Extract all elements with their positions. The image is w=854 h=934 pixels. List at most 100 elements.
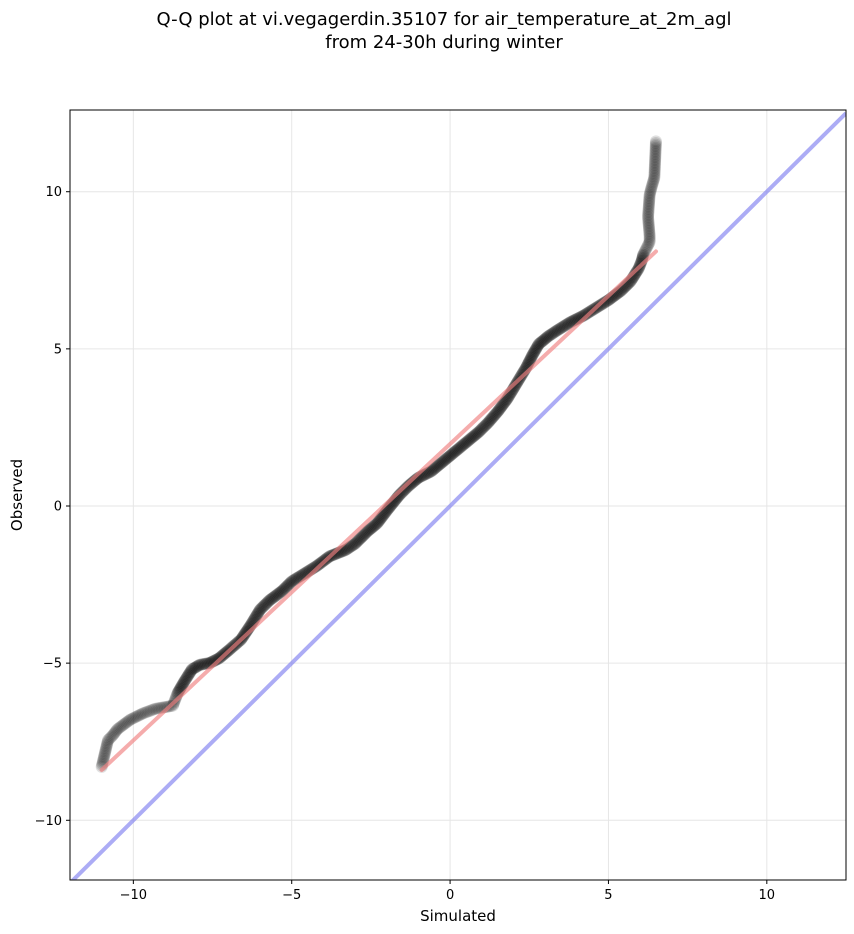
quantile-point (112, 722, 125, 735)
quantile-point (490, 406, 503, 419)
quantile-point (353, 533, 366, 546)
quantile-point (649, 138, 662, 151)
quantile-point (103, 732, 116, 745)
quantile-point (542, 330, 555, 343)
quantile-point (258, 599, 271, 611)
quantile-point (197, 658, 210, 671)
quantile-point (427, 463, 440, 476)
quantile-point (185, 664, 198, 677)
quantile-point (255, 602, 268, 615)
quantile-point (463, 434, 476, 446)
quantile-point (115, 720, 128, 733)
quantile-point (249, 610, 262, 623)
quantile-point (544, 328, 557, 341)
x-tick-label: −10 (120, 888, 147, 903)
quantile-point (464, 433, 477, 446)
quantile-point (447, 446, 460, 459)
quantile-point (359, 527, 372, 540)
quantile-point (250, 609, 263, 622)
quantile-point (549, 325, 562, 338)
quantile-point (637, 248, 650, 261)
chart-title-line-1: Q-Q plot at vi.vegagerdin.35107 for air_… (156, 9, 732, 30)
quantile-point (151, 702, 164, 715)
quantile-point (181, 670, 194, 683)
quantile-point (557, 320, 570, 333)
quantile-point (192, 659, 205, 672)
quantile-point (530, 342, 543, 355)
quantile-point (280, 580, 293, 593)
quantile-point (642, 218, 655, 231)
quantile-point (111, 723, 124, 736)
x-tick-label: −5 (282, 888, 301, 903)
quantile-point (643, 226, 656, 239)
quantile-point (649, 144, 662, 157)
reference-lines (70, 111, 846, 880)
quantile-point (114, 721, 127, 734)
quantile-point (366, 521, 379, 534)
quantile-point (452, 442, 465, 455)
quantile-point (643, 223, 656, 236)
quantile-point (643, 231, 656, 244)
quantile-point (640, 242, 653, 255)
quantile-point (374, 513, 387, 526)
x-tick-label: 0 (446, 888, 454, 903)
quantile-point (645, 182, 658, 195)
quantile-point (263, 594, 276, 607)
quantile-point (523, 354, 536, 367)
quantile-point (289, 572, 302, 585)
quantile-point (291, 571, 304, 584)
quantile-point (527, 347, 540, 360)
quantile-point (649, 140, 662, 153)
quantile-point (642, 201, 655, 214)
quantile-point (648, 171, 661, 184)
quantile-point (98, 748, 111, 761)
quantile-point (649, 143, 662, 156)
quantile-point (529, 343, 542, 356)
quantile-point (141, 705, 154, 718)
quantile-point (493, 403, 506, 416)
quantile-point (129, 710, 142, 723)
quantile-point (643, 193, 656, 206)
quantile-point (643, 196, 656, 209)
quantile-point (178, 676, 191, 688)
quantile-point (478, 420, 491, 433)
quantile-point (182, 669, 195, 682)
quantile-point (376, 509, 389, 522)
quantile-point (272, 587, 285, 600)
quantile-point (474, 423, 487, 436)
quantile-point (497, 398, 510, 411)
chart-title-line-2: from 24-30h during winter (325, 32, 563, 53)
y-tick-label: 0 (54, 500, 62, 515)
quantile-point (357, 529, 370, 542)
quantile-point (370, 518, 383, 531)
quantile-point (442, 450, 455, 463)
quantile-point (649, 151, 662, 164)
quantile-point (543, 329, 556, 342)
quantile-point (488, 409, 501, 422)
quantile-point (120, 716, 133, 729)
quantile-point (642, 207, 655, 220)
quantile-point (283, 577, 296, 590)
quantile-point (496, 399, 509, 412)
quantile-point (454, 440, 467, 453)
quantile-point (473, 424, 486, 437)
quantile-point (525, 351, 538, 364)
quantile-point (486, 411, 499, 424)
quantile-point (471, 427, 484, 440)
quantile-point (116, 719, 129, 732)
quantile-point (276, 584, 289, 597)
quantile-point (273, 586, 286, 599)
quantile-point (435, 456, 448, 469)
quantile-point (342, 542, 355, 555)
quantile-point (461, 434, 474, 447)
quantile-point (642, 212, 655, 225)
quantile-point (554, 322, 567, 335)
quantile-point (367, 520, 380, 533)
y-tick-label: 5 (54, 342, 62, 357)
quantile-point (371, 517, 384, 530)
quantile-point (351, 535, 364, 548)
quantile-point (259, 597, 272, 610)
quantile-point (100, 742, 113, 754)
y-tick-label: 10 (45, 185, 62, 200)
quantile-point (553, 323, 566, 336)
